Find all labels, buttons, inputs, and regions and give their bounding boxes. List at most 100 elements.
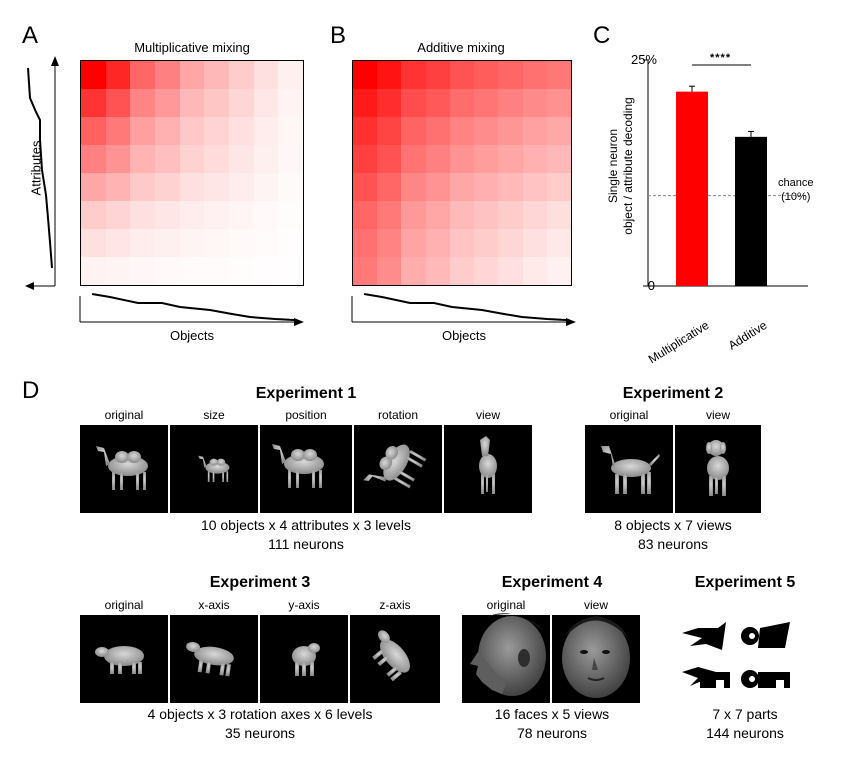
heatmap-cell	[228, 61, 254, 89]
heatmap-cell	[546, 89, 571, 117]
chart-y-label: Single neuron object / attribute decodin…	[606, 97, 636, 234]
heatmap-cell	[130, 61, 155, 89]
experiment-4-title: Experiment 4	[501, 574, 603, 591]
e2-info: 8 objects x 7 views 83 neurons	[585, 516, 761, 554]
e3-stimulus-x-axis	[170, 615, 258, 703]
heatmap-cell	[377, 229, 402, 257]
heatmap-cell	[425, 89, 450, 117]
heatmap-cell	[130, 145, 155, 173]
heatmap-cell	[253, 257, 279, 285]
heatmap-cell	[449, 201, 475, 229]
e3-info: 4 objects x 3 rotation axes x 6 levels 3…	[80, 705, 440, 743]
heatmap-cell	[278, 229, 303, 257]
heatmap-cell	[498, 61, 523, 89]
panel-a-attr-base-arrow	[25, 282, 34, 290]
heatmap-cell	[228, 145, 254, 173]
e3-label-z-axis: z-axis	[379, 598, 411, 612]
panel-letter-d: D	[22, 377, 40, 404]
panel-b-obj-arrow	[566, 318, 576, 326]
heatmap-cell	[401, 117, 426, 145]
heatmap-cell	[353, 173, 378, 201]
heatmap-cell	[546, 61, 571, 89]
heatmap-cell	[474, 61, 499, 89]
panel-b-title: Additive mixing	[417, 40, 505, 55]
heatmap-cell	[425, 145, 450, 173]
e5-info: 7 x 7 parts 144 neurons	[665, 705, 825, 743]
heatmap-cell	[278, 117, 303, 145]
heatmap-cell	[179, 229, 205, 257]
heatmap-cell	[522, 89, 547, 117]
y-tick-top: 25%	[630, 52, 657, 67]
heatmap-cell	[105, 61, 131, 89]
heatmap-cell	[377, 61, 402, 89]
heatmap-cell	[522, 229, 547, 257]
heatmap-cell	[105, 201, 131, 229]
e1-info: 10 objects x 4 attributes x 3 levels 111…	[80, 516, 532, 554]
heatmap-cell	[204, 145, 229, 173]
heatmap-cell	[130, 89, 155, 117]
heatmap-cell	[401, 229, 426, 257]
part-shape-4-icon	[741, 670, 790, 688]
heatmap-cell	[377, 173, 402, 201]
e1-label-view: view	[475, 408, 500, 422]
heatmap-cell	[81, 145, 106, 173]
heatmap-cell	[179, 61, 205, 89]
heatmap-cell	[425, 201, 450, 229]
heatmap-cell	[154, 201, 180, 229]
heatmap-cell	[353, 145, 378, 173]
panel-a-title: Multiplicative mixing	[134, 40, 250, 55]
heatmap-cell	[449, 145, 475, 173]
heatmap-cell	[522, 201, 547, 229]
heatmap-cell	[425, 117, 450, 145]
heatmap-cell	[253, 61, 279, 89]
e4-info-line2: 78 neurons	[516, 725, 588, 741]
heatmap-cell	[401, 145, 426, 173]
heatmap-cell	[546, 257, 571, 285]
heatmap-cell	[498, 145, 523, 173]
panel-a-objects-label: Objects	[169, 328, 215, 343]
part-shape-2-icon	[741, 622, 790, 648]
heatmap-cell	[474, 257, 499, 285]
e2-info-line2: 83 neurons	[637, 536, 709, 552]
e3-label-x-axis: x-axis	[198, 598, 230, 612]
e3-stimulus-y-axis	[260, 615, 348, 703]
heatmap-cell	[154, 229, 180, 257]
e1-info-line2: 111 neurons	[268, 536, 344, 552]
heatmap-cell	[425, 229, 450, 257]
heatmap-cell	[81, 257, 106, 285]
experiment-2-title: Experiment 2	[622, 385, 724, 402]
heatmap-cell	[253, 145, 279, 173]
heatmap-cell	[81, 61, 106, 89]
heatmap-cell	[522, 61, 547, 89]
heatmap-cell	[522, 145, 547, 173]
heatmap-cell	[154, 61, 180, 89]
multiplicative-heatmap	[80, 60, 304, 286]
panel-b-obj-curve	[363, 293, 567, 321]
heatmap-cell	[522, 257, 547, 285]
heatmap-cell	[179, 257, 205, 285]
e3-info-line2: 35 neurons	[224, 725, 296, 741]
heatmap-cell	[154, 145, 180, 173]
heatmap-cell	[401, 201, 426, 229]
panel-a-attr-arrow	[51, 56, 59, 66]
heatmap-cell	[401, 89, 426, 117]
heatmap-cell	[204, 89, 229, 117]
heatmap-cell	[377, 89, 402, 117]
heatmap-cell	[253, 117, 279, 145]
y-tick-zero: 0	[647, 278, 655, 293]
e1-label-rotation: rotation	[377, 408, 419, 422]
e4-label-original: original	[486, 598, 526, 612]
heatmap-cell	[498, 117, 523, 145]
heatmap-cell	[498, 229, 523, 257]
heatmap-cell	[377, 117, 402, 145]
heatmap-cell	[546, 173, 571, 201]
heatmap-cell	[228, 173, 254, 201]
e2-stimulus-original	[585, 425, 673, 513]
heatmap-cell	[179, 145, 205, 173]
heatmap-cell	[253, 229, 279, 257]
heatmap-cell	[105, 229, 131, 257]
heatmap-cell	[498, 201, 523, 229]
e1-label-original: original	[104, 408, 144, 422]
heatmap-cell	[353, 201, 378, 229]
heatmap-cell	[130, 173, 155, 201]
